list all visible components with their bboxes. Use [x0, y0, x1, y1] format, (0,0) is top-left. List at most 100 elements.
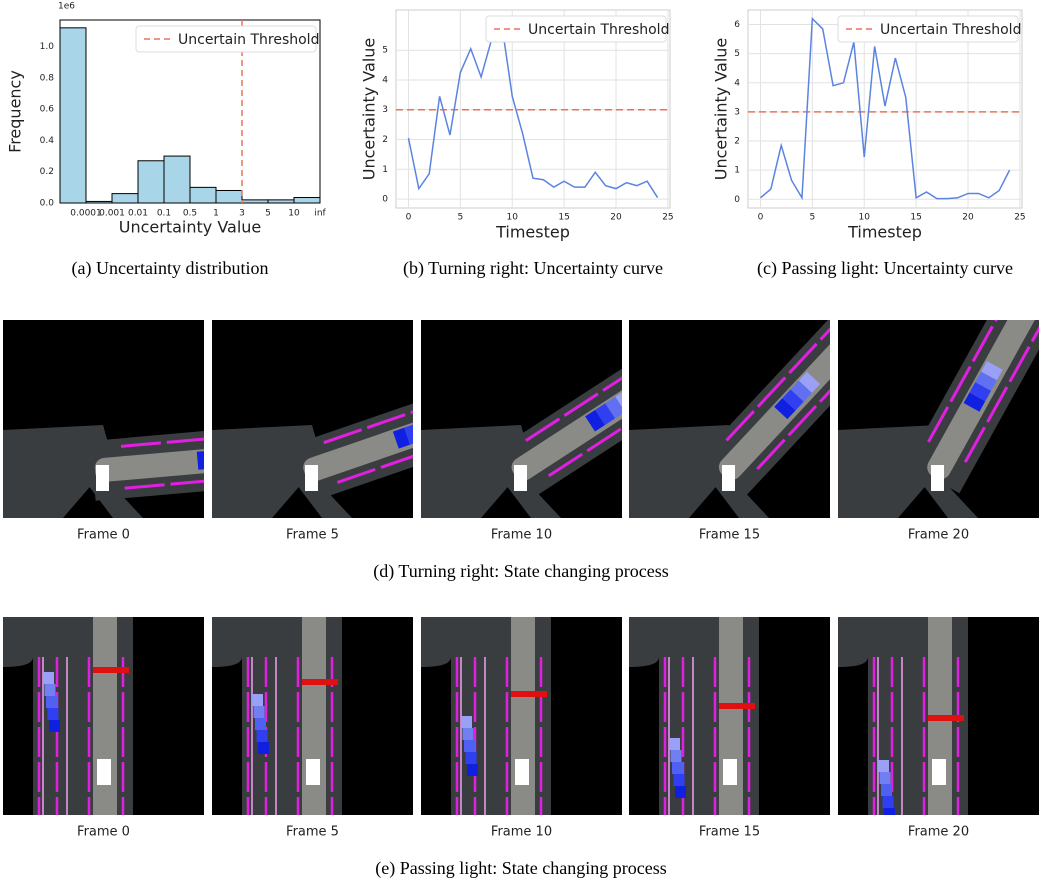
frame-label: Frame 5	[286, 825, 339, 840]
frame-label: Frame 5	[286, 528, 339, 543]
lane-line	[756, 320, 830, 471]
vehicle-trace	[252, 694, 263, 706]
road	[629, 617, 659, 667]
vehicle-trace	[884, 808, 895, 815]
vehicle-trace	[392, 427, 411, 449]
x-axis-label: Timestep	[847, 223, 922, 242]
lane-line	[336, 383, 413, 484]
bar	[241, 199, 269, 204]
x-tick-label: 3	[239, 209, 245, 219]
frame-image	[212, 320, 413, 518]
lane-line	[725, 320, 830, 442]
y-tick-label: 0.6	[40, 105, 55, 115]
caption: (a) Uncertainty distribution	[72, 258, 269, 279]
stop-line	[302, 679, 338, 685]
lane	[927, 320, 1039, 480]
y-axis-label: Uncertainty Value	[360, 38, 379, 181]
lane-line	[927, 320, 1039, 443]
x-tick-label: 10	[507, 213, 519, 223]
caption: (b) Turning right: Uncertainty curve	[403, 258, 663, 279]
legend: Uncertain Threshold	[485, 15, 669, 43]
y-tick-label: 6	[734, 20, 740, 30]
lane	[906, 320, 1039, 494]
vehicle-trace	[878, 760, 889, 772]
frame-label: Frame 10	[491, 528, 552, 543]
bar	[215, 189, 243, 204]
vehicle-trace	[196, 450, 204, 470]
frame-image	[629, 320, 830, 518]
frame-image	[421, 617, 622, 815]
offset-label: 1e6	[58, 2, 75, 12]
vehicle-trace	[774, 398, 796, 420]
vehicle-trace	[981, 361, 1003, 381]
vehicle-trace	[258, 742, 269, 754]
caption: (e) Passing light: State changing proces…	[375, 858, 666, 879]
vehicle-trace	[462, 728, 474, 740]
vehicle-trace	[404, 423, 413, 445]
x-tick-label: 25	[1014, 213, 1025, 223]
chart: 0 5 10 15 20 25 0 1 2 3 4 5 6 Timestep Uncertainty Val…	[712, 9, 1026, 279]
ego-vehicle	[514, 465, 527, 491]
lane	[94, 431, 204, 482]
vehicle-trace	[670, 750, 682, 762]
vehicle-trace	[782, 389, 804, 411]
frame-image	[3, 320, 204, 518]
vehicle-trace	[672, 762, 683, 774]
frame-image	[3, 617, 204, 815]
vehicle-trace	[44, 684, 56, 696]
legend-box	[837, 15, 1019, 43]
legend-box	[485, 15, 667, 43]
ego-vehicle	[515, 759, 529, 785]
frame-label: Frame 0	[77, 528, 130, 543]
bar	[137, 160, 165, 204]
vehicle-trace	[467, 764, 478, 776]
x-tick-label: 15	[910, 213, 921, 223]
vehicle-trace	[675, 786, 686, 798]
road	[90, 413, 204, 501]
vehicle-trace	[798, 371, 821, 393]
x-tick-label: 0	[758, 213, 764, 223]
x-tick-label: 0.5	[183, 209, 197, 219]
frame-label: Frame 20	[908, 825, 969, 840]
x-axis-label: Timestep	[495, 223, 570, 242]
lane-line	[124, 460, 204, 490]
vehicle-trace	[461, 716, 472, 728]
vehicle-trace	[465, 752, 477, 764]
stop-line	[928, 715, 964, 721]
vehicle-trace	[49, 720, 60, 732]
frame-label: Frame 15	[699, 528, 760, 543]
vehicle-trace	[790, 380, 812, 402]
frame-image	[421, 320, 622, 518]
ego-vehicle	[723, 759, 737, 785]
x-tick-label: 20	[610, 213, 622, 223]
vehicle-trace	[253, 706, 265, 718]
x-tick-label: 5	[457, 213, 463, 223]
legend-label: Uncertain Threshold	[880, 22, 1021, 38]
vehicle-trace	[43, 672, 54, 684]
caption: (c) Passing light: Uncertainty curve	[757, 258, 1013, 279]
vehicle-trace	[882, 796, 894, 808]
y-tick-label: 0.4	[40, 136, 55, 146]
vehicle-trace	[673, 774, 685, 786]
vehicle-trace	[464, 740, 475, 752]
frame-label: Frame 15	[699, 825, 760, 840]
x-tick-label: inf	[314, 209, 326, 219]
ego-vehicle	[306, 759, 320, 785]
ego-vehicle	[722, 465, 735, 491]
x-tick-label: 10	[859, 213, 871, 223]
lane-line	[963, 320, 1039, 463]
ego-vehicle	[931, 465, 944, 491]
lane-line	[120, 418, 204, 448]
bar	[85, 200, 113, 204]
frame-label: Frame 10	[491, 825, 552, 840]
x-tick-label: 20	[962, 213, 974, 223]
x-tick-label: 0.0001	[70, 209, 102, 219]
y-tick-label: 2	[734, 137, 740, 147]
ego-vehicle	[97, 759, 111, 785]
y-tick-label: 0.8	[40, 73, 55, 83]
x-tick-label: 1	[213, 209, 219, 219]
x-tick-label: 10	[288, 209, 300, 219]
stop-line	[719, 703, 755, 709]
